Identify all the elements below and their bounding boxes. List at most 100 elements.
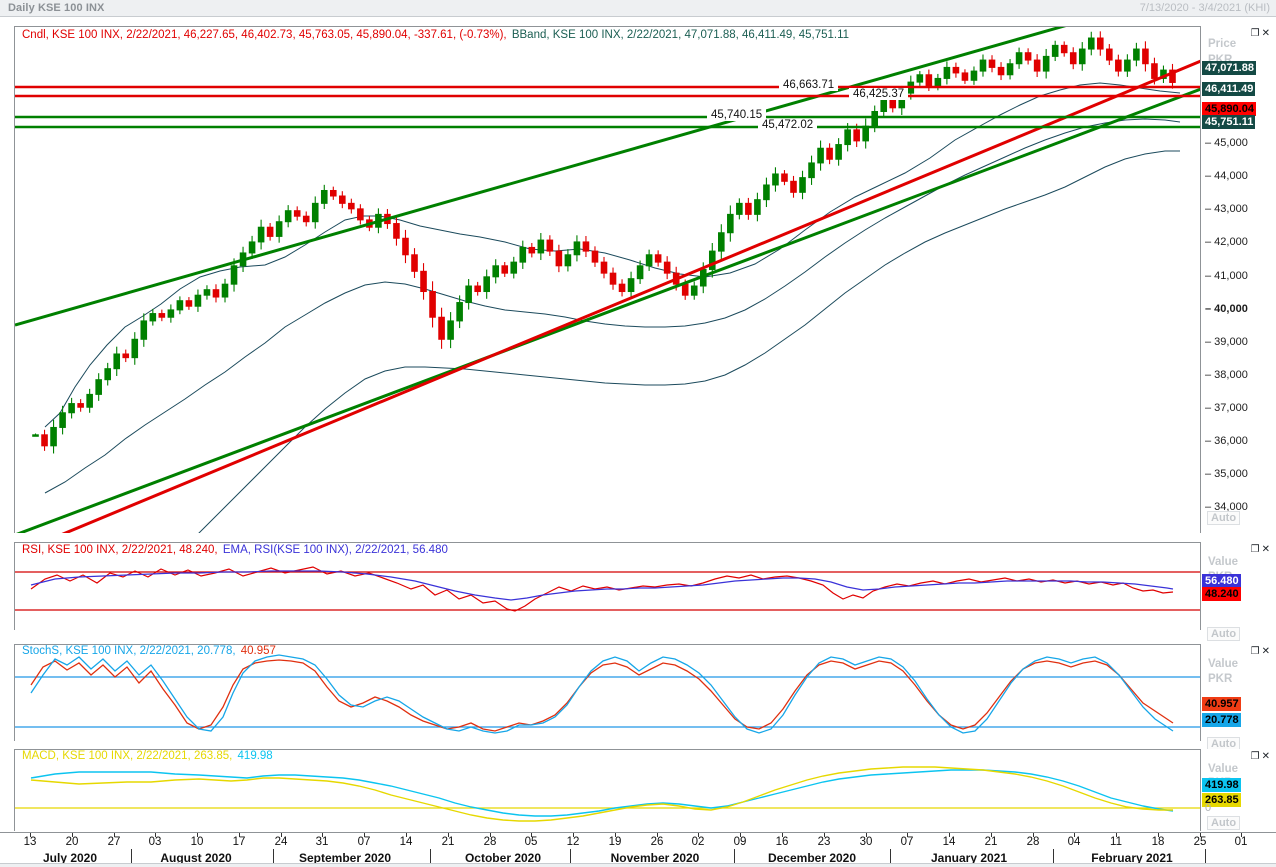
sr-line-label: 46,425.37 [849, 88, 909, 100]
stochs-plot-area[interactable] [14, 644, 1200, 741]
candle-body [790, 180, 797, 193]
restore-icon[interactable]: ❐ [1250, 28, 1262, 39]
candle-body [654, 254, 662, 263]
month-separator [570, 849, 571, 864]
sr-line-label: 45,472.02 [758, 119, 818, 131]
stochs-d-line [30, 659, 1174, 732]
month-label: August 2020 [160, 851, 232, 865]
price-tag: 47,071.88 [1202, 61, 1256, 75]
stochs-auto-button[interactable]: Auto [1207, 737, 1241, 751]
close-icon[interactable]: ✕ [1261, 28, 1272, 39]
candle-body [221, 283, 229, 298]
month-label: February 2021 [1091, 851, 1173, 865]
candle-body [609, 272, 617, 285]
window-titlebar: Daily KSE 100 INX 7/13/2020 - 3/4/2021 (… [0, 0, 1276, 17]
rsi-auto-button[interactable]: Auto [1207, 627, 1241, 641]
candle-body [736, 202, 743, 215]
candle-body [591, 250, 599, 263]
candle-body [745, 202, 752, 215]
close-icon[interactable]: ✕ [1261, 544, 1272, 555]
date-tick-mark [657, 833, 658, 837]
date-tick-mark [114, 833, 115, 837]
close-icon[interactable]: ✕ [1261, 646, 1272, 657]
candle-body [1060, 44, 1068, 54]
candle-body [1142, 48, 1149, 65]
candle-body [402, 237, 409, 256]
macd-plot-area[interactable] [14, 749, 1200, 831]
month-label: December 2020 [767, 851, 857, 865]
candle-body [501, 265, 509, 274]
date-tick-mark [949, 833, 950, 837]
date-tick-label: 04 [1067, 836, 1081, 848]
candle-body [645, 254, 653, 267]
candle-body [320, 189, 328, 204]
price-tag: 45,751.11 [1202, 115, 1256, 129]
restore-icon[interactable]: ❐ [1250, 751, 1262, 762]
candle-body [970, 70, 978, 81]
month-separator [1205, 849, 1206, 864]
candle-body [438, 316, 445, 340]
candle-body [862, 125, 869, 142]
price-axis-title: Price [1208, 38, 1237, 50]
price-tag: 46,411.49 [1202, 82, 1256, 96]
candle-body [257, 226, 265, 243]
candle-body [77, 403, 84, 408]
candle-body [943, 66, 951, 79]
red-trendline [61, 59, 1200, 533]
candle-body [465, 285, 472, 304]
restore-icon[interactable]: ❐ [1250, 544, 1262, 555]
close-icon[interactable]: ✕ [1261, 751, 1272, 762]
price-auto-button[interactable]: Auto [1207, 511, 1241, 525]
indicator-value-tag: 419.98 [1202, 778, 1241, 792]
candle-body [690, 285, 698, 296]
price-plot-area[interactable]: 46,663.71 46,425.37 45,740.15 45,472.02 [14, 26, 1200, 533]
candle-body [311, 202, 319, 223]
stochs-panel-controls[interactable]: ❐✕ [1251, 646, 1272, 657]
price-axis[interactable]: ❐✕ Price PKR 47,071.88 46,411.49 45,890.04… [1200, 26, 1276, 533]
date-tick-label: 14 [399, 836, 413, 848]
candle-body [140, 320, 148, 340]
candle-body [853, 129, 860, 142]
restore-icon[interactable]: ❐ [1250, 646, 1262, 657]
price-panel-controls[interactable]: ❐✕ [1251, 28, 1272, 39]
macd-auto-button[interactable]: Auto [1207, 816, 1241, 830]
candle-body [925, 74, 933, 87]
candle-body [546, 239, 554, 252]
candle-body [1033, 59, 1041, 72]
candle-body [167, 309, 175, 318]
date-tick-label: 13 [23, 836, 37, 848]
date-tick-label: 07 [900, 836, 914, 848]
candle-body [799, 177, 806, 193]
stochs-axis[interactable]: ❐✕ Value PKR 40.957 20.778 Auto [1200, 644, 1276, 751]
month-separator [734, 849, 735, 864]
date-tick-label: 10 [190, 836, 204, 848]
macd-panel-controls[interactable]: ❐✕ [1251, 751, 1272, 762]
candle-body [149, 313, 157, 322]
candle-body [95, 379, 102, 395]
candle-body [230, 265, 238, 285]
channel-lower-line [16, 87, 1200, 533]
date-tick-label: 16 [775, 836, 789, 848]
month-separator [273, 849, 274, 864]
date-tick-label: 14 [942, 836, 956, 848]
candle-body [519, 246, 527, 263]
date-tick-label: 11 [1110, 836, 1122, 848]
candle-body [492, 265, 500, 278]
stochs-chart-svg [15, 654, 1200, 734]
month-label: October 2020 [464, 851, 542, 865]
candle-body [663, 261, 671, 274]
candle-body [411, 254, 418, 272]
date-tick-mark [1241, 833, 1242, 837]
candle-body [1051, 44, 1059, 57]
date-tick-label: 27 [107, 836, 121, 848]
candle-body [1106, 48, 1113, 61]
candle-body [41, 434, 48, 447]
date-tick-mark [615, 833, 616, 837]
date-axis[interactable]: 13 20 27 03 10 17 24 31 07 14 21 28 05 12 19 26 02 09 16 23… [0, 832, 1276, 867]
rsi-panel-controls[interactable]: ❐✕ [1251, 544, 1272, 555]
date-tick-label: 21 [441, 836, 455, 848]
candle-body [835, 144, 842, 160]
rsi-plot-area[interactable] [14, 542, 1200, 630]
